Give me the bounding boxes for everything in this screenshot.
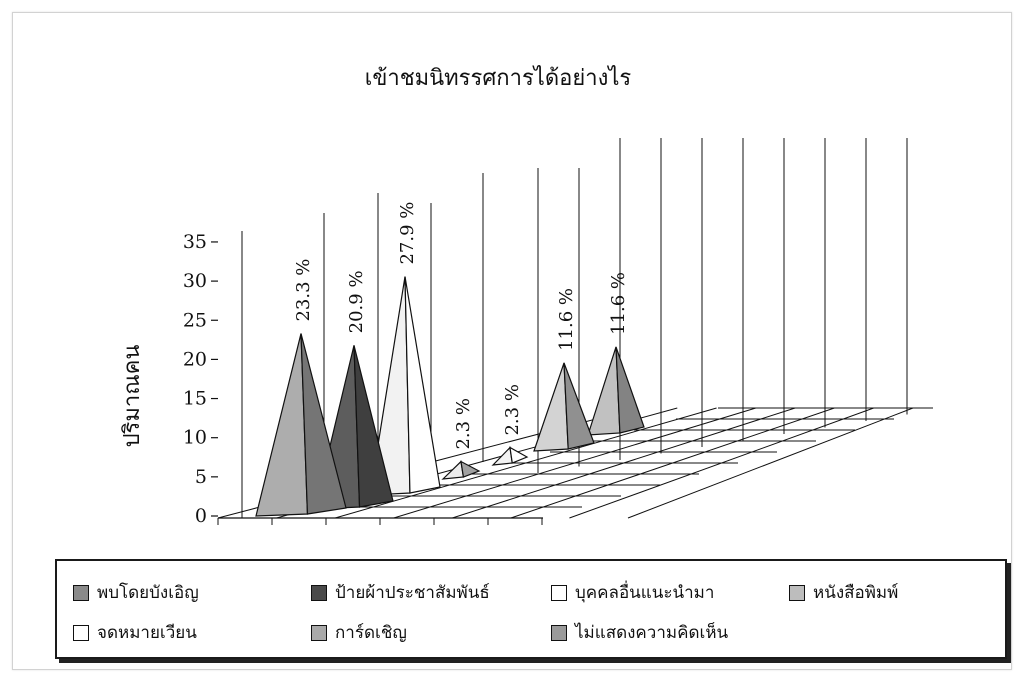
legend-swatch xyxy=(311,624,327,641)
bar-face-left xyxy=(587,346,621,436)
legend-swatch xyxy=(551,584,567,601)
data-label: 23.3 % xyxy=(293,259,314,322)
y-tick-label: 0 xyxy=(195,505,207,527)
legend-item: จดหมายเวียน xyxy=(73,619,197,646)
legend-item: บุคคลอื่นแนะนำมา xyxy=(551,579,714,606)
legend-swatch xyxy=(789,584,805,601)
legend-swatch xyxy=(73,624,89,641)
bar-face-right xyxy=(300,333,347,515)
y-tick-label: 5 xyxy=(195,466,207,488)
legend-swatch xyxy=(551,624,567,641)
y-tick-label: 20 xyxy=(183,348,207,370)
y-tick-label: 25 xyxy=(183,309,207,331)
legend-item: ไม่แสดงความคิดเห็น xyxy=(551,619,728,646)
y-axis-label: ปริมาณคน xyxy=(120,345,145,448)
legend-swatch xyxy=(73,584,89,601)
legend-label: ไม่แสดงความคิดเห็น xyxy=(575,623,729,643)
bar-face-right xyxy=(615,346,645,434)
y-tick-label: 10 xyxy=(183,427,207,449)
legend-swatch xyxy=(311,584,327,601)
chart-title: เข้าชมนิทรรศการได้อย่างไร xyxy=(365,65,632,91)
bar-face-right xyxy=(404,276,441,494)
chart-plot: 0 5 10 15 20 25 30 35 เข้าชมนิทรรศการได้อย่างไรป… xyxy=(120,65,933,527)
bar-face-right xyxy=(460,460,481,478)
y-tick-label: 35 xyxy=(183,231,207,253)
legend-label: ป้ายผ้าประชาสัมพันธ์ xyxy=(335,583,490,603)
legend-label: จดหมายเวียน xyxy=(97,623,197,643)
legend-item: การ์ดเชิญ xyxy=(311,619,407,646)
legend-item: หนังสือพิมพ์ xyxy=(789,579,898,606)
bar-face-left xyxy=(533,362,569,452)
floor-gridline xyxy=(627,407,914,519)
bar-face-right xyxy=(353,345,394,508)
data-label: 27.9 % xyxy=(397,202,418,265)
chart-legend: พบโดยบังเอิญ ป้ายผ้าประชาสัมพันธ์ บุคคลอ… xyxy=(55,559,1007,659)
legend-item: พบโดยบังเอิญ xyxy=(73,579,199,606)
bar-face-right xyxy=(509,446,529,464)
chart-frame: 0 5 10 15 20 25 30 35 เข้าชมนิทรรศการได้อย่างไรป… xyxy=(12,12,1012,670)
bar-face-left xyxy=(255,333,309,517)
y-tick-label: 30 xyxy=(183,270,207,292)
data-label: 11.6 % xyxy=(608,272,629,335)
data-label: 11.6 % xyxy=(556,288,577,351)
legend-label: พบโดยบังเอิญ xyxy=(97,583,199,603)
bar-face-left xyxy=(441,460,465,480)
legend-label: บุคคลอื่นแนะนำมา xyxy=(575,583,715,603)
data-label: 2.3 % xyxy=(502,384,523,435)
bar-face-right xyxy=(563,362,595,450)
legend-item: ป้ายผ้าประชาสัมพันธ์ xyxy=(311,579,490,606)
data-label: 2.3 % xyxy=(453,398,474,449)
y-tick-label: 15 xyxy=(183,388,207,410)
data-label: 20.9 % xyxy=(346,270,367,333)
legend-label: หนังสือพิมพ์ xyxy=(813,583,899,603)
bar-face-left xyxy=(491,446,513,466)
legend-label: การ์ดเชิญ xyxy=(335,623,407,643)
